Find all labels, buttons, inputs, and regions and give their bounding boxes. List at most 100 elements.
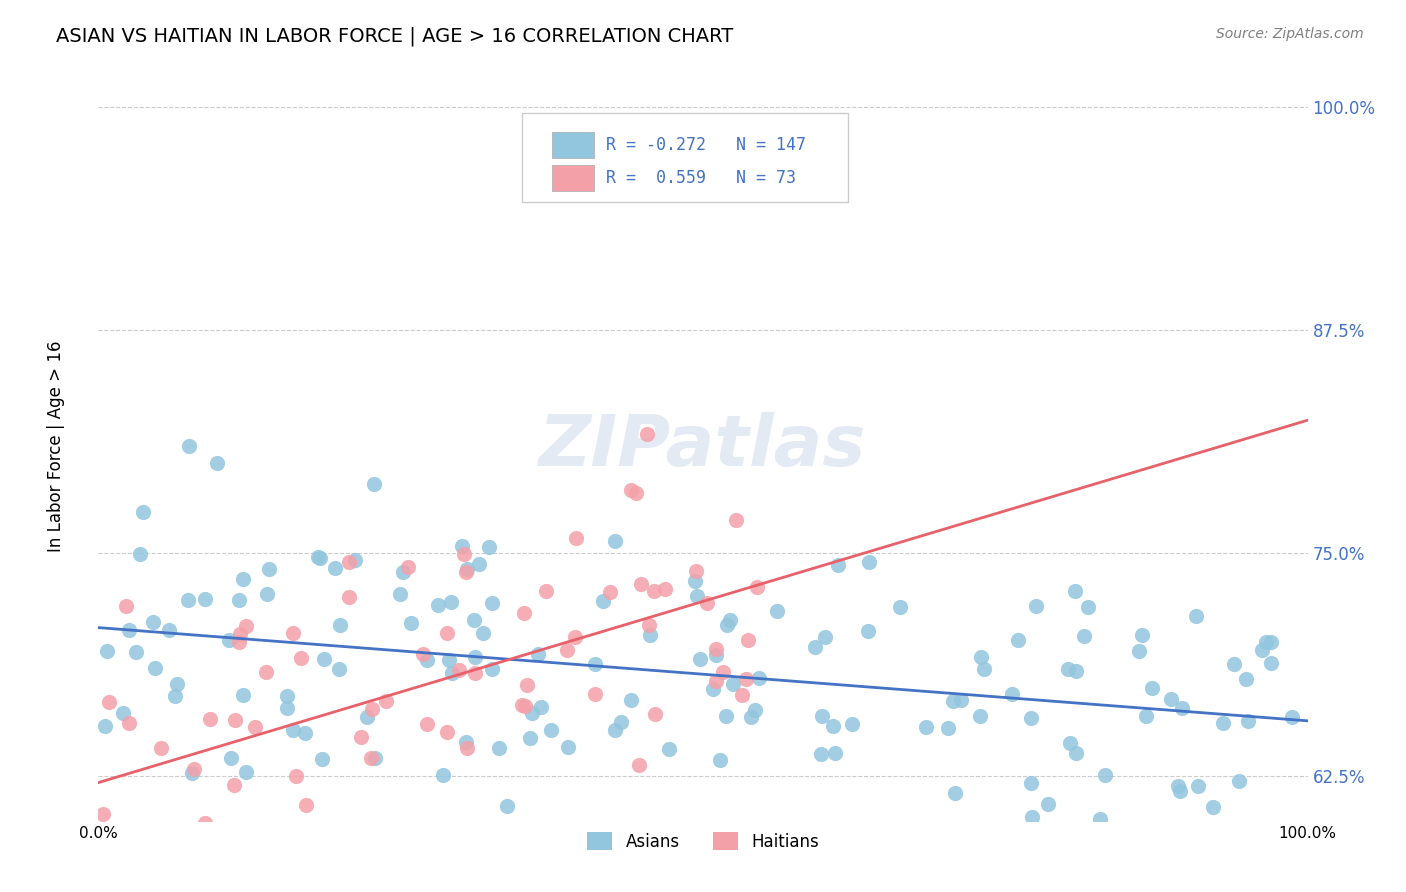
Point (1057, 662, 1080, 676)
Point (724, 513, 747, 527)
FancyBboxPatch shape (522, 112, 848, 202)
Point (436, 625, 458, 640)
Point (1094, 768, 1116, 782)
Point (256, 587, 278, 601)
Point (740, 710, 762, 724)
Point (150, 835, 173, 849)
Point (1171, 701, 1194, 715)
Point (454, 565, 477, 579)
Point (1130, 627, 1153, 641)
Point (841, 717, 863, 731)
Point (709, 753, 731, 767)
Point (183, 762, 205, 776)
Point (276, 700, 298, 714)
Point (312, 652, 335, 666)
Point (456, 735, 478, 749)
Point (766, 604, 789, 618)
Point (177, 439, 200, 453)
Point (307, 549, 329, 564)
Point (943, 786, 966, 800)
Point (478, 540, 501, 554)
Point (412, 647, 434, 661)
Point (404, 846, 426, 860)
Point (205, 456, 228, 470)
Point (969, 649, 991, 664)
Point (97, 695, 120, 709)
Text: R = -0.272   N = 147: R = -0.272 N = 147 (606, 136, 806, 153)
Point (456, 562, 478, 576)
Point (814, 630, 837, 644)
Point (721, 677, 744, 691)
Point (628, 757, 651, 772)
Point (398, 560, 420, 574)
Point (711, 665, 734, 679)
Point (375, 694, 398, 708)
Point (714, 708, 737, 723)
Point (235, 764, 257, 779)
Point (129, 547, 152, 561)
Point (557, 740, 579, 755)
Point (643, 584, 665, 599)
Point (654, 582, 676, 596)
Point (350, 730, 373, 744)
Point (281, 626, 304, 640)
Point (254, 665, 277, 679)
Point (510, 698, 533, 712)
Point (704, 648, 727, 663)
Point (1254, 635, 1277, 649)
Point (858, 556, 880, 570)
Point (704, 673, 727, 688)
Point (938, 721, 960, 735)
Point (290, 651, 312, 665)
Point (821, 719, 844, 733)
Point (1281, 710, 1303, 724)
Point (125, 645, 148, 659)
Point (731, 688, 754, 702)
Point (704, 642, 727, 657)
Point (624, 486, 647, 500)
Point (513, 606, 536, 620)
Point (942, 693, 965, 707)
Point (228, 593, 250, 607)
Point (143, 660, 166, 674)
Point (747, 580, 769, 594)
Point (360, 751, 382, 765)
Point (516, 678, 538, 692)
Point (599, 584, 621, 599)
Point (636, 426, 658, 441)
Point (1007, 633, 1029, 648)
Point (392, 566, 415, 580)
Point (361, 702, 384, 716)
Point (166, 677, 188, 691)
Point (222, 779, 245, 793)
Point (451, 539, 474, 553)
Point (1202, 800, 1225, 814)
Point (603, 533, 626, 548)
Point (115, 599, 138, 613)
Point (689, 652, 711, 666)
Point (1073, 629, 1095, 643)
Point (139, 841, 162, 855)
Point (1036, 797, 1059, 811)
Point (311, 752, 333, 766)
Point (638, 628, 661, 642)
Point (440, 665, 463, 680)
Point (91, 806, 114, 821)
Point (427, 598, 450, 612)
Point (1237, 714, 1260, 729)
Point (973, 662, 995, 676)
FancyBboxPatch shape (551, 132, 595, 158)
Point (914, 720, 936, 734)
Point (177, 593, 200, 607)
Point (530, 700, 553, 714)
Point (495, 798, 517, 813)
Point (527, 647, 550, 661)
Point (416, 717, 439, 731)
Point (889, 599, 911, 614)
Point (1263, 841, 1285, 855)
Point (638, 618, 661, 632)
Point (620, 693, 643, 707)
Point (1059, 736, 1081, 750)
Point (827, 558, 849, 572)
Point (364, 750, 387, 764)
